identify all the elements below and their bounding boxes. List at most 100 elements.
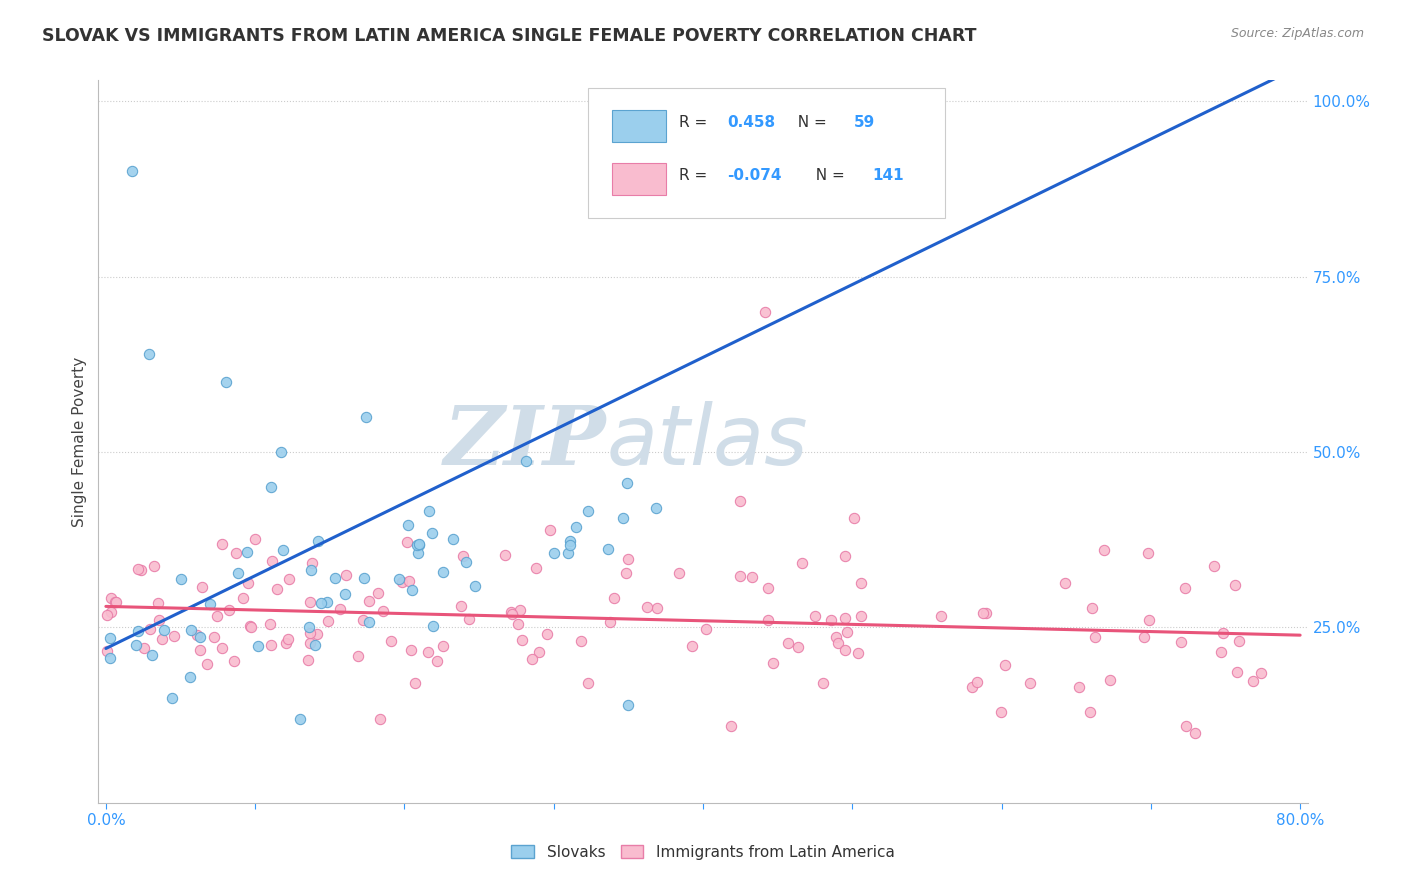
Point (529, 645, 551, 659)
Point (333, 587, 356, 601)
Point (142, 559, 165, 574)
FancyBboxPatch shape (588, 87, 945, 218)
Point (596, 542, 619, 557)
Point (202, 631, 225, 645)
Point (240, 620, 263, 634)
Point (614, 566, 637, 580)
Point (728, 569, 751, 583)
Point (1098, 673, 1121, 687)
Point (260, 638, 283, 652)
Point (195, 657, 218, 672)
Point (141, 648, 163, 662)
Point (762, 656, 785, 670)
Point (260, 480, 283, 494)
Point (426, 654, 449, 668)
Point (127, 624, 149, 639)
Point (278, 572, 301, 586)
Text: N =: N = (806, 168, 849, 183)
Point (416, 645, 439, 659)
Point (298, 595, 321, 609)
Point (569, 633, 592, 648)
Point (756, 581, 779, 595)
Point (1080, 600, 1102, 615)
Point (790, 556, 813, 570)
Point (560, 538, 582, 552)
Point (972, 606, 994, 620)
Point (506, 617, 529, 632)
Point (125, 639, 148, 653)
Point (274, 636, 297, 650)
Point (834, 611, 856, 625)
Text: ZIP: ZIP (444, 401, 606, 482)
Point (236, 545, 259, 559)
Point (408, 538, 430, 552)
Point (1226, 665, 1249, 679)
Point (398, 574, 420, 588)
Point (842, 511, 865, 525)
Point (356, 409, 378, 424)
Point (1250, 666, 1272, 681)
Point (827, 636, 849, 650)
Point (160, 690, 183, 705)
Point (451, 549, 474, 564)
Point (432, 565, 454, 579)
Point (271, 543, 294, 558)
Point (247, 639, 270, 653)
Point (824, 630, 846, 644)
Point (262, 554, 284, 568)
Point (277, 632, 299, 646)
Point (803, 608, 825, 623)
Point (225, 546, 247, 560)
Point (222, 655, 245, 669)
Text: Source: ZipAtlas.com: Source: ZipAtlas.com (1230, 27, 1364, 40)
FancyBboxPatch shape (613, 110, 665, 142)
Point (96, 608, 118, 623)
Point (207, 609, 229, 624)
Point (134, 641, 156, 656)
Y-axis label: Single Female Poverty: Single Female Poverty (72, 357, 87, 526)
Point (837, 624, 859, 639)
Point (162, 629, 184, 643)
Text: 0.458: 0.458 (727, 115, 775, 130)
Point (494, 548, 516, 562)
Point (188, 642, 211, 657)
Point (1084, 630, 1107, 644)
Point (990, 705, 1012, 719)
Point (357, 615, 380, 629)
Point (346, 649, 368, 664)
Point (1067, 681, 1090, 695)
Point (458, 612, 481, 626)
Point (406, 546, 429, 560)
Point (329, 602, 352, 616)
Point (520, 652, 543, 666)
Point (1019, 676, 1042, 690)
Point (557, 546, 579, 560)
Point (576, 675, 599, 690)
Point (966, 674, 988, 689)
Point (396, 535, 419, 549)
Point (617, 698, 640, 712)
Point (576, 504, 599, 518)
Point (464, 578, 486, 592)
Point (299, 563, 322, 577)
Point (298, 620, 321, 634)
Point (404, 675, 426, 690)
Point (236, 576, 259, 591)
Point (371, 604, 394, 618)
Point (309, 596, 332, 610)
Point (323, 571, 346, 585)
Point (215, 375, 238, 389)
Point (1174, 718, 1197, 732)
Point (232, 591, 254, 606)
Point (186, 628, 208, 642)
Point (1078, 705, 1101, 719)
Point (367, 585, 389, 599)
Point (148, 613, 170, 627)
Point (645, 501, 668, 516)
Point (849, 609, 872, 624)
Point (1202, 559, 1225, 574)
Point (543, 546, 565, 560)
Point (441, 533, 464, 547)
Point (139, 622, 162, 636)
Point (754, 305, 776, 319)
